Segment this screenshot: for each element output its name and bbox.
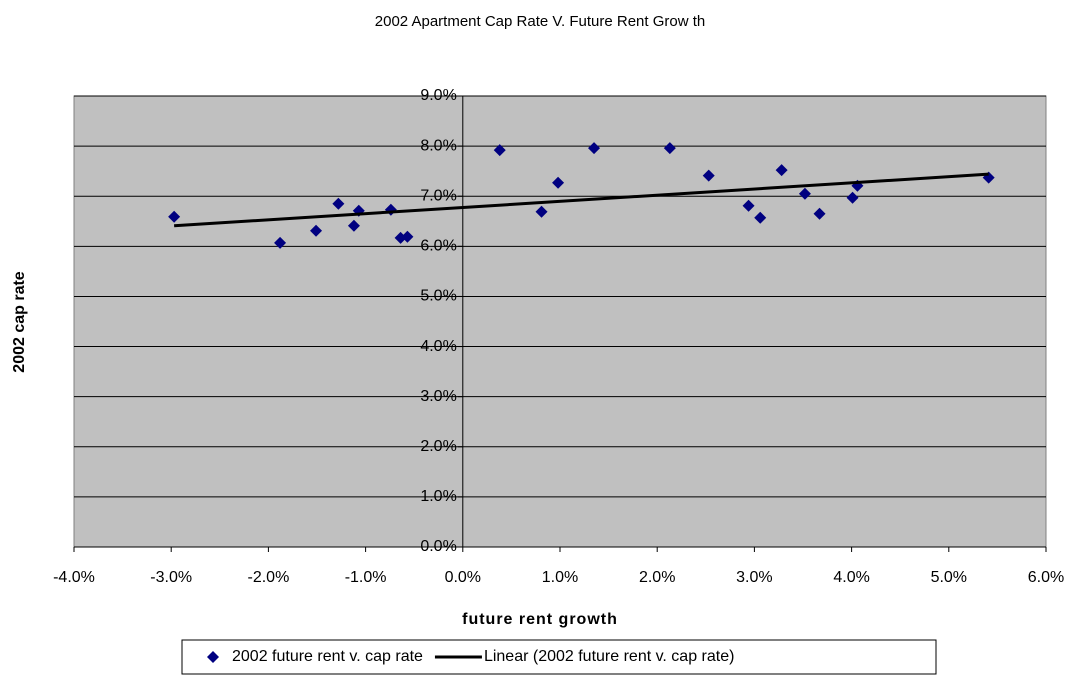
x-tick-label: 3.0% <box>736 569 772 586</box>
y-tick-label: 8.0% <box>420 137 456 154</box>
point <box>274 236 287 249</box>
y-tick-label: 7.0% <box>420 187 456 204</box>
x-tick-label: -2.0% <box>248 569 290 586</box>
point <box>310 224 323 237</box>
trend-line <box>174 172 989 228</box>
point <box>401 230 414 243</box>
point <box>846 191 859 204</box>
grid: 0.0% 1.0% 2.0% 3.0% 4.0% 5.0% 6.0% 7.0% 8.0% 9.0%… <box>53 87 1064 586</box>
x-tick-label: 6.0% <box>1028 569 1064 586</box>
point <box>588 142 601 155</box>
point <box>535 205 548 218</box>
legend-items: 2002 future rent v. cap rate Linear (2002… <box>207 648 734 665</box>
y-tick-label: 4.0% <box>420 338 456 355</box>
y-tick-label: 6.0% <box>420 238 456 255</box>
point <box>742 199 755 212</box>
chart-title: 2002 Apartment Cap Rate V. Future Rent G… <box>375 13 705 30</box>
y-tick-label: 1.0% <box>420 488 456 505</box>
marks <box>168 142 995 249</box>
point <box>798 187 811 200</box>
x-tick-label: 5.0% <box>931 569 967 586</box>
x-tick-label: -1.0% <box>345 569 387 586</box>
y-tick-label: 2.0% <box>420 438 456 455</box>
y-tick-label: 5.0% <box>420 288 456 305</box>
point <box>552 176 565 189</box>
point <box>813 207 826 220</box>
x-tick-label: -4.0% <box>53 569 95 586</box>
x-tick-label: 4.0% <box>833 569 869 586</box>
x-tick-label: 0.0% <box>445 569 481 586</box>
legend-label: Linear (2002 future rent v. cap rate) <box>484 648 735 665</box>
y-tick-label: 9.0% <box>420 87 456 104</box>
plot-area <box>73 95 1047 548</box>
legend <box>181 639 937 675</box>
y-tick-label: 3.0% <box>420 388 456 405</box>
point <box>702 169 715 182</box>
point <box>347 219 360 232</box>
x-tick-label: 1.0% <box>542 569 578 586</box>
x-axis-title: future rent growth <box>462 611 618 628</box>
x-tick-label: -3.0% <box>150 569 192 586</box>
y-axis-title: 2002 cap rate <box>11 271 28 373</box>
point <box>754 211 767 224</box>
point <box>663 142 676 155</box>
x-tick-label: 2.0% <box>639 569 675 586</box>
point <box>775 164 788 177</box>
point <box>168 210 181 223</box>
point <box>493 144 506 157</box>
legend-marker <box>207 651 219 663</box>
legend-label: 2002 future rent v. cap rate <box>232 648 423 665</box>
point <box>332 197 345 210</box>
